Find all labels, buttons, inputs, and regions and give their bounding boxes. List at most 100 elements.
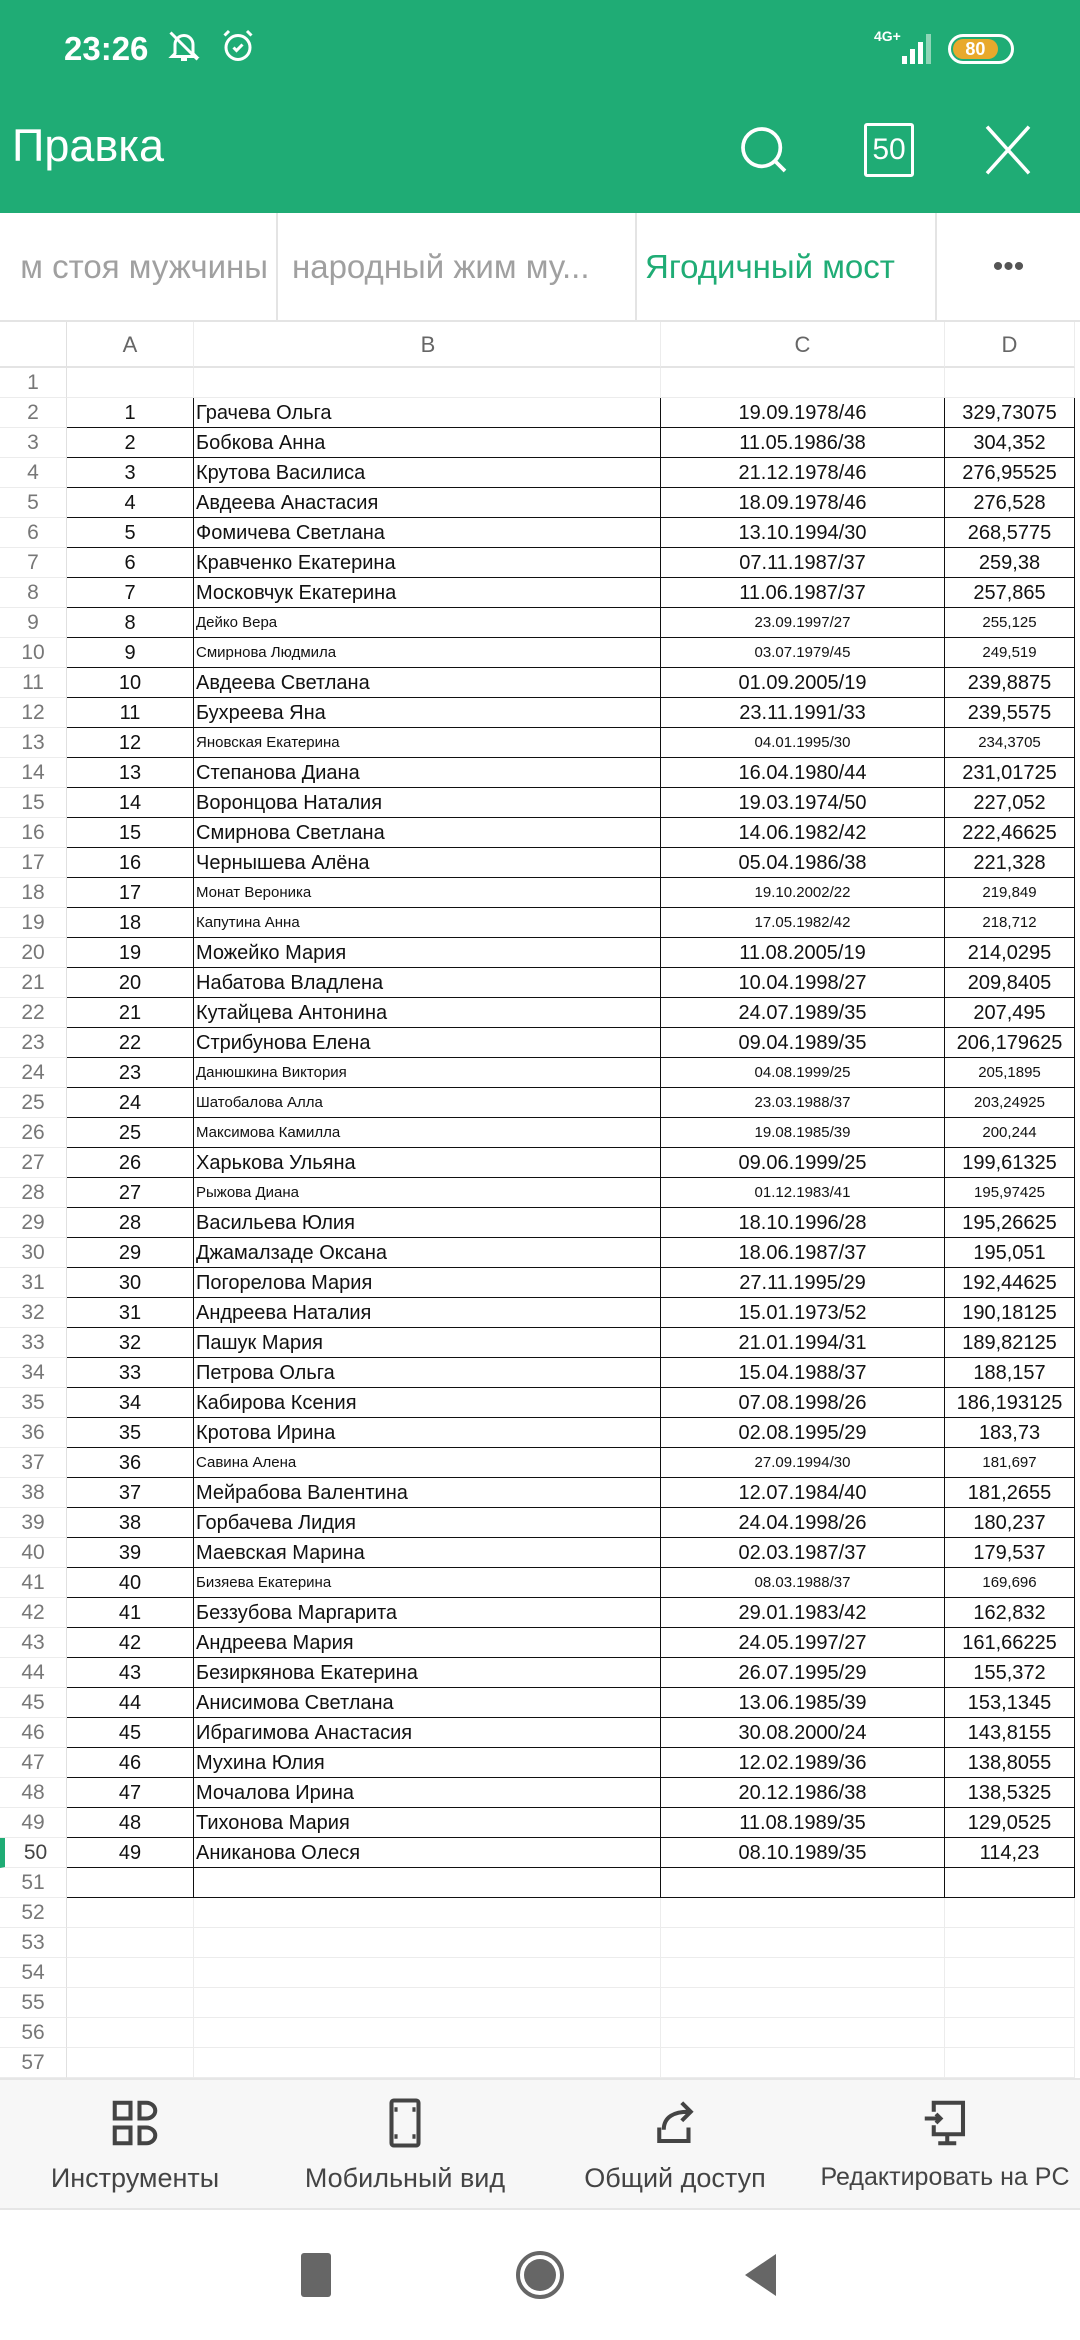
row-header[interactable]: 34 [0, 1358, 67, 1388]
cell-birthdate-age[interactable] [661, 2048, 945, 2078]
cell-birthdate-age[interactable]: 03.07.1979/45 [661, 638, 945, 668]
column-header-c[interactable]: C [661, 322, 945, 368]
cell-name[interactable]: Московчук Екатерина [194, 578, 661, 608]
cell-score[interactable]: 195,26625 [945, 1208, 1075, 1238]
row-header[interactable]: 5 [0, 488, 67, 518]
cell-name[interactable]: Васильева Юлия [194, 1208, 661, 1238]
cell-birthdate-age[interactable]: 07.11.1987/37 [661, 548, 945, 578]
cell-name[interactable]: Анисимова Светлана [194, 1688, 661, 1718]
cell-birthdate-age[interactable]: 01.12.1983/41 [661, 1178, 945, 1208]
cell-number[interactable]: 48 [67, 1808, 194, 1838]
cell-name[interactable]: Рыжова Диана [194, 1178, 661, 1208]
cell-birthdate-age[interactable]: 27.11.1995/29 [661, 1268, 945, 1298]
cell-name[interactable]: Авдеева Анастасия [194, 488, 661, 518]
cell-birthdate-age[interactable]: 13.10.1994/30 [661, 518, 945, 548]
cell-birthdate-age[interactable]: 12.02.1989/36 [661, 1748, 945, 1778]
cell-birthdate-age[interactable]: 11.06.1987/37 [661, 578, 945, 608]
cell-name[interactable]: Яновская Екатерина [194, 728, 661, 758]
cell-number[interactable]: 39 [67, 1538, 194, 1568]
cell-number[interactable]: 14 [67, 788, 194, 818]
cell-birthdate-age[interactable]: 24.07.1989/35 [661, 998, 945, 1028]
cell-score[interactable]: 200,244 [945, 1118, 1075, 1148]
cell-birthdate-age[interactable]: 09.04.1989/35 [661, 1028, 945, 1058]
row-header[interactable]: 6 [0, 518, 67, 548]
cell-name[interactable]: Набатова Владлена [194, 968, 661, 998]
cell-birthdate-age[interactable]: 21.12.1978/46 [661, 458, 945, 488]
row-header[interactable]: 15 [0, 788, 67, 818]
row-header[interactable]: 13 [0, 728, 67, 758]
cell-birthdate-age[interactable]: 18.09.1978/46 [661, 488, 945, 518]
cell-score[interactable]: 190,18125 [945, 1298, 1075, 1328]
cell-name[interactable] [194, 2048, 661, 2078]
cell-birthdate-age[interactable]: 23.03.1988/37 [661, 1088, 945, 1118]
cell-score[interactable]: 155,372 [945, 1658, 1075, 1688]
cell-score[interactable]: 161,66225 [945, 1628, 1075, 1658]
cell-number[interactable] [67, 1928, 194, 1958]
cell-name[interactable] [194, 1868, 661, 1898]
row-header[interactable]: 25 [0, 1088, 67, 1118]
cell-name[interactable]: Мейрабова Валентина [194, 1478, 661, 1508]
cell-score[interactable]: 195,97425 [945, 1178, 1075, 1208]
cell-score[interactable]: 206,179625 [945, 1028, 1075, 1058]
cell-number[interactable]: 3 [67, 458, 194, 488]
cell-score[interactable] [945, 2048, 1075, 2078]
cell-name[interactable]: Максимова Камилла [194, 1118, 661, 1148]
row-header[interactable]: 31 [0, 1268, 67, 1298]
cell-name[interactable]: Андреева Наталия [194, 1298, 661, 1328]
home-circle-icon[interactable] [515, 2250, 565, 2300]
cell-birthdate-age[interactable]: 19.08.1985/39 [661, 1118, 945, 1148]
cell-name[interactable]: Кабирова Ксения [194, 1388, 661, 1418]
cell-name[interactable]: Капутина Анна [194, 908, 661, 938]
cell-birthdate-age[interactable]: 19.09.1978/46 [661, 398, 945, 428]
cell-score[interactable]: 169,696 [945, 1568, 1075, 1598]
row-header[interactable]: 52 [0, 1898, 67, 1928]
cell-birthdate-age[interactable]: 18.06.1987/37 [661, 1238, 945, 1268]
row-header[interactable]: 32 [0, 1298, 67, 1328]
cell-birthdate-age[interactable]: 04.01.1995/30 [661, 728, 945, 758]
back-triangle-icon[interactable] [742, 2250, 778, 2300]
row-header[interactable]: 26 [0, 1118, 67, 1148]
cell-birthdate-age[interactable] [661, 1958, 945, 1988]
cell-name[interactable]: Мочалова Ирина [194, 1778, 661, 1808]
cell-name[interactable]: Стрибунова Елена [194, 1028, 661, 1058]
row-header[interactable]: 46 [0, 1718, 67, 1748]
row-header[interactable]: 2 [0, 398, 67, 428]
cell-name[interactable]: Ибрагимова Анастасия [194, 1718, 661, 1748]
cell-number[interactable]: 29 [67, 1238, 194, 1268]
cell-number[interactable] [67, 1868, 194, 1898]
cell-score[interactable]: 192,44625 [945, 1268, 1075, 1298]
cell-number[interactable]: 5 [67, 518, 194, 548]
cell-name[interactable]: Бухреева Яна [194, 698, 661, 728]
cell-birthdate-age[interactable]: 15.04.1988/37 [661, 1358, 945, 1388]
row-header[interactable]: 9 [0, 608, 67, 638]
row-header[interactable]: 21 [0, 968, 67, 998]
cell-score[interactable]: 162,832 [945, 1598, 1075, 1628]
select-all-corner[interactable] [0, 322, 67, 368]
cell-birthdate-age[interactable]: 08.03.1988/37 [661, 1568, 945, 1598]
row-header[interactable]: 19 [0, 908, 67, 938]
cell-birthdate-age[interactable]: 04.08.1999/25 [661, 1058, 945, 1088]
cell-name[interactable] [194, 368, 661, 398]
cell-name[interactable]: Безиркянова Екатерина [194, 1658, 661, 1688]
row-header[interactable]: 11 [0, 668, 67, 698]
row-header[interactable]: 28 [0, 1178, 67, 1208]
row-header[interactable]: 1 [0, 368, 67, 398]
cell-name[interactable]: Чернышева Алёна [194, 848, 661, 878]
row-header[interactable]: 24 [0, 1058, 67, 1088]
cell-name[interactable]: Шатобалова Алла [194, 1088, 661, 1118]
cell-score[interactable]: 239,5575 [945, 698, 1075, 728]
row-header[interactable]: 35 [0, 1388, 67, 1418]
cell-score[interactable] [945, 1898, 1075, 1928]
cell-score[interactable] [945, 1928, 1075, 1958]
cell-score[interactable]: 205,1895 [945, 1058, 1075, 1088]
row-header[interactable]: 8 [0, 578, 67, 608]
cell-number[interactable]: 41 [67, 1598, 194, 1628]
cell-birthdate-age[interactable]: 16.04.1980/44 [661, 758, 945, 788]
cell-number[interactable]: 46 [67, 1748, 194, 1778]
cell-number[interactable] [67, 2048, 194, 2078]
cell-birthdate-age[interactable]: 07.08.1998/26 [661, 1388, 945, 1418]
cell-number[interactable]: 24 [67, 1088, 194, 1118]
cell-birthdate-age[interactable]: 02.03.1987/37 [661, 1538, 945, 1568]
cell-score[interactable] [945, 1868, 1075, 1898]
cell-name[interactable]: Мухина Юлия [194, 1748, 661, 1778]
